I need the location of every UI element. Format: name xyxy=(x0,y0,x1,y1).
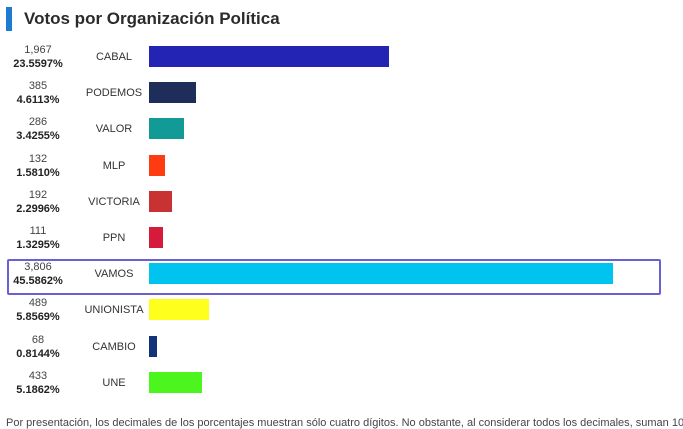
bar-valor xyxy=(149,118,184,140)
chart-row-mlp: 132 1.5810% MLP xyxy=(0,149,683,185)
chart-row-cabal: 1,967 23.5597% CABAL xyxy=(0,40,683,76)
vote-count-label: 3,806 xyxy=(24,261,52,274)
bar-ppn xyxy=(149,227,163,248)
vote-count-label: 385 xyxy=(28,80,48,93)
party-label: VALOR xyxy=(95,123,133,136)
bar-cambio xyxy=(149,335,158,357)
vote-count-label: 132 xyxy=(28,152,48,165)
vote-count: 433 5.1862% xyxy=(0,369,76,397)
vote-percentage-label: 1.3295% xyxy=(16,239,60,251)
title-accent-bar xyxy=(6,7,12,31)
chart-header: Votos por Organización Política xyxy=(6,6,280,32)
bar-vamos xyxy=(149,263,613,285)
vote-count-label: 192 xyxy=(28,188,48,201)
vote-count-label: 1,967 xyxy=(24,44,52,56)
vote-count: 132 1.5810% xyxy=(0,152,76,180)
vote-count-label: 286 xyxy=(28,116,48,129)
vote-count: 286 3.4255% xyxy=(0,115,76,143)
bar-une xyxy=(149,371,202,393)
party-label: UNIONISTA xyxy=(84,304,144,317)
party-label: CABAL xyxy=(95,51,133,63)
vote-percentage-label: 1.5810% xyxy=(16,166,60,179)
vote-percentage-label: 5.8569% xyxy=(16,311,60,324)
vote-percentage-label: 0.8144% xyxy=(16,347,60,360)
party-label: MLP xyxy=(102,159,126,172)
party-label: CAMBIO xyxy=(92,340,136,353)
vote-count-label: 111 xyxy=(29,225,47,237)
vote-count: 385 4.6113% xyxy=(0,79,76,107)
chart-row-ppn: 111 1.3295% PPN xyxy=(0,221,683,257)
chart-title: Votos por Organización Política xyxy=(24,9,280,28)
chart-row-unionista: 489 5.8569% UNIONISTA xyxy=(0,293,683,329)
highlighted-row-frame xyxy=(7,259,661,295)
chart-row-vamos: 3,806 45.5862% VAMOS xyxy=(0,257,683,293)
vote-percentage-label: 4.6113% xyxy=(16,94,60,107)
vote-count-label: 68 xyxy=(31,333,45,346)
vote-count-label: 489 xyxy=(28,297,48,310)
vote-count: 111 1.3295% xyxy=(0,224,76,252)
vote-count: 1,967 23.5597% xyxy=(0,43,76,71)
bar-cabal xyxy=(149,46,389,67)
vote-percentage-label: 45.5862% xyxy=(13,275,63,288)
chart-row-une: 433 5.1862% UNE xyxy=(0,366,683,402)
bar-mlp xyxy=(149,154,166,176)
chart-row-victoria: 192 2.2996% VICTORIA xyxy=(0,185,683,221)
vote-percentage-label: 3.4255% xyxy=(16,130,60,143)
vote-count-label: 433 xyxy=(28,369,48,382)
chart-row-cambio: 68 0.8144% CAMBIO xyxy=(0,330,683,366)
bar-victoria xyxy=(149,190,173,212)
vote-percentage-label: 23.5597% xyxy=(13,58,63,70)
chart-row-valor: 286 3.4255% VALOR xyxy=(0,112,683,148)
party-label: PPN xyxy=(102,232,126,244)
vote-percentage-label: 2.2996% xyxy=(16,202,60,215)
footnote: Por presentación, los decimales de los p… xyxy=(6,417,683,429)
vote-count: 3,806 45.5862% xyxy=(0,260,76,288)
bar-unionista xyxy=(149,299,209,321)
vote-count: 68 0.8144% xyxy=(0,333,76,361)
chart-row-podemos: 385 4.6113% PODEMOS xyxy=(0,76,683,112)
vote-count: 489 5.8569% xyxy=(0,296,76,324)
party-label: PODEMOS xyxy=(85,87,143,100)
bar-podemos xyxy=(149,82,196,104)
vote-count: 192 2.2996% xyxy=(0,188,76,216)
party-label: UNE xyxy=(102,376,126,389)
party-label: VICTORIA xyxy=(88,195,140,208)
vote-percentage-label: 5.1862% xyxy=(16,383,60,396)
party-label: VAMOS xyxy=(94,268,134,281)
